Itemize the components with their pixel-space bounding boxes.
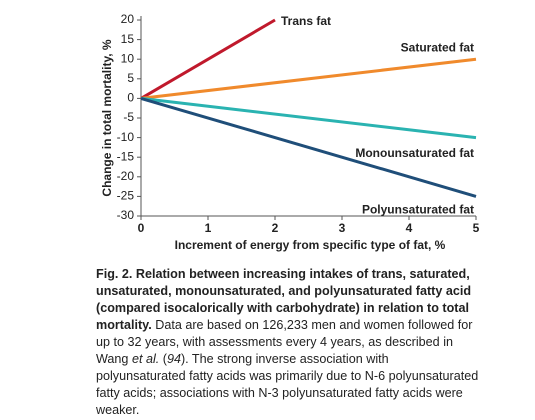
caption-text: et al. (131, 352, 160, 366)
series-line (140, 18, 276, 100)
y-tick-label: 0 (127, 91, 134, 105)
series-label: Trans fat (281, 14, 331, 28)
series-line (140, 96, 477, 198)
x-tick-label: 4 (406, 221, 413, 235)
caption: Fig. 2. Relation between increasing inta… (96, 266, 481, 419)
y-tick-label: 20 (121, 12, 135, 26)
x-tick-label: 0 (138, 221, 145, 235)
x-tick-label: 2 (272, 221, 279, 235)
caption-text: ( (159, 352, 167, 366)
x-tick-label: 5 (473, 221, 480, 235)
caption-text: ). The strong inverse association with p… (96, 352, 479, 417)
caption-text: Data are based on 126,233 men and women … (96, 318, 473, 366)
series-line (140, 57, 477, 100)
y-tick-label: 5 (127, 71, 134, 85)
chart: Change in total mortality, % Increment o… (100, 12, 480, 252)
x-tick-label: 3 (339, 221, 346, 235)
y-tick-label: -5 (123, 110, 134, 124)
y-tick-label: -15 (117, 149, 135, 163)
series-line (140, 96, 477, 140)
x-tick-label: 1 (205, 221, 212, 235)
y-tick-label: -25 (117, 189, 135, 203)
series-label: Polyunsaturated fat (362, 203, 474, 217)
series-label: Saturated fat (401, 40, 474, 54)
caption-text: Fig. 2. Relation between increasing inta… (96, 267, 472, 332)
y-tick-label: -10 (117, 130, 135, 144)
y-tick-label: -20 (117, 169, 135, 183)
caption-text: 94 (166, 352, 181, 366)
y-tick-label: 10 (121, 51, 135, 65)
y-tick-label: 15 (121, 32, 135, 46)
series-label: Monounsaturated fat (355, 146, 474, 160)
x-axis-label: Increment of energy from specific type o… (175, 238, 446, 252)
y-tick-label: -30 (117, 208, 135, 222)
y-axis-label: Change in total mortality, % (100, 39, 114, 196)
